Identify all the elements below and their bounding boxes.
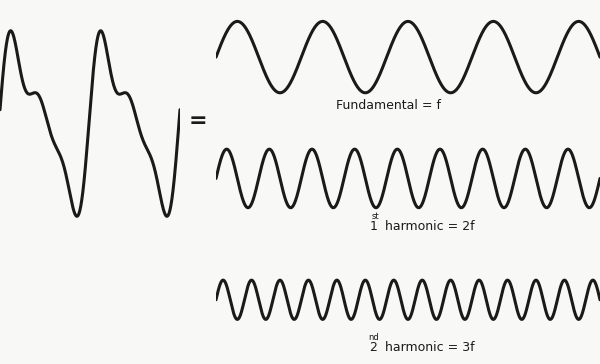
- Text: nd: nd: [368, 333, 379, 342]
- Text: harmonic = 3f: harmonic = 3f: [381, 341, 475, 354]
- Text: =: =: [188, 111, 208, 131]
- Text: 1: 1: [370, 220, 377, 233]
- Text: harmonic = 2f: harmonic = 2f: [381, 220, 475, 233]
- Text: st: st: [371, 212, 379, 221]
- Text: Fundamental = f: Fundamental = f: [337, 99, 442, 112]
- Text: 2: 2: [370, 341, 377, 354]
